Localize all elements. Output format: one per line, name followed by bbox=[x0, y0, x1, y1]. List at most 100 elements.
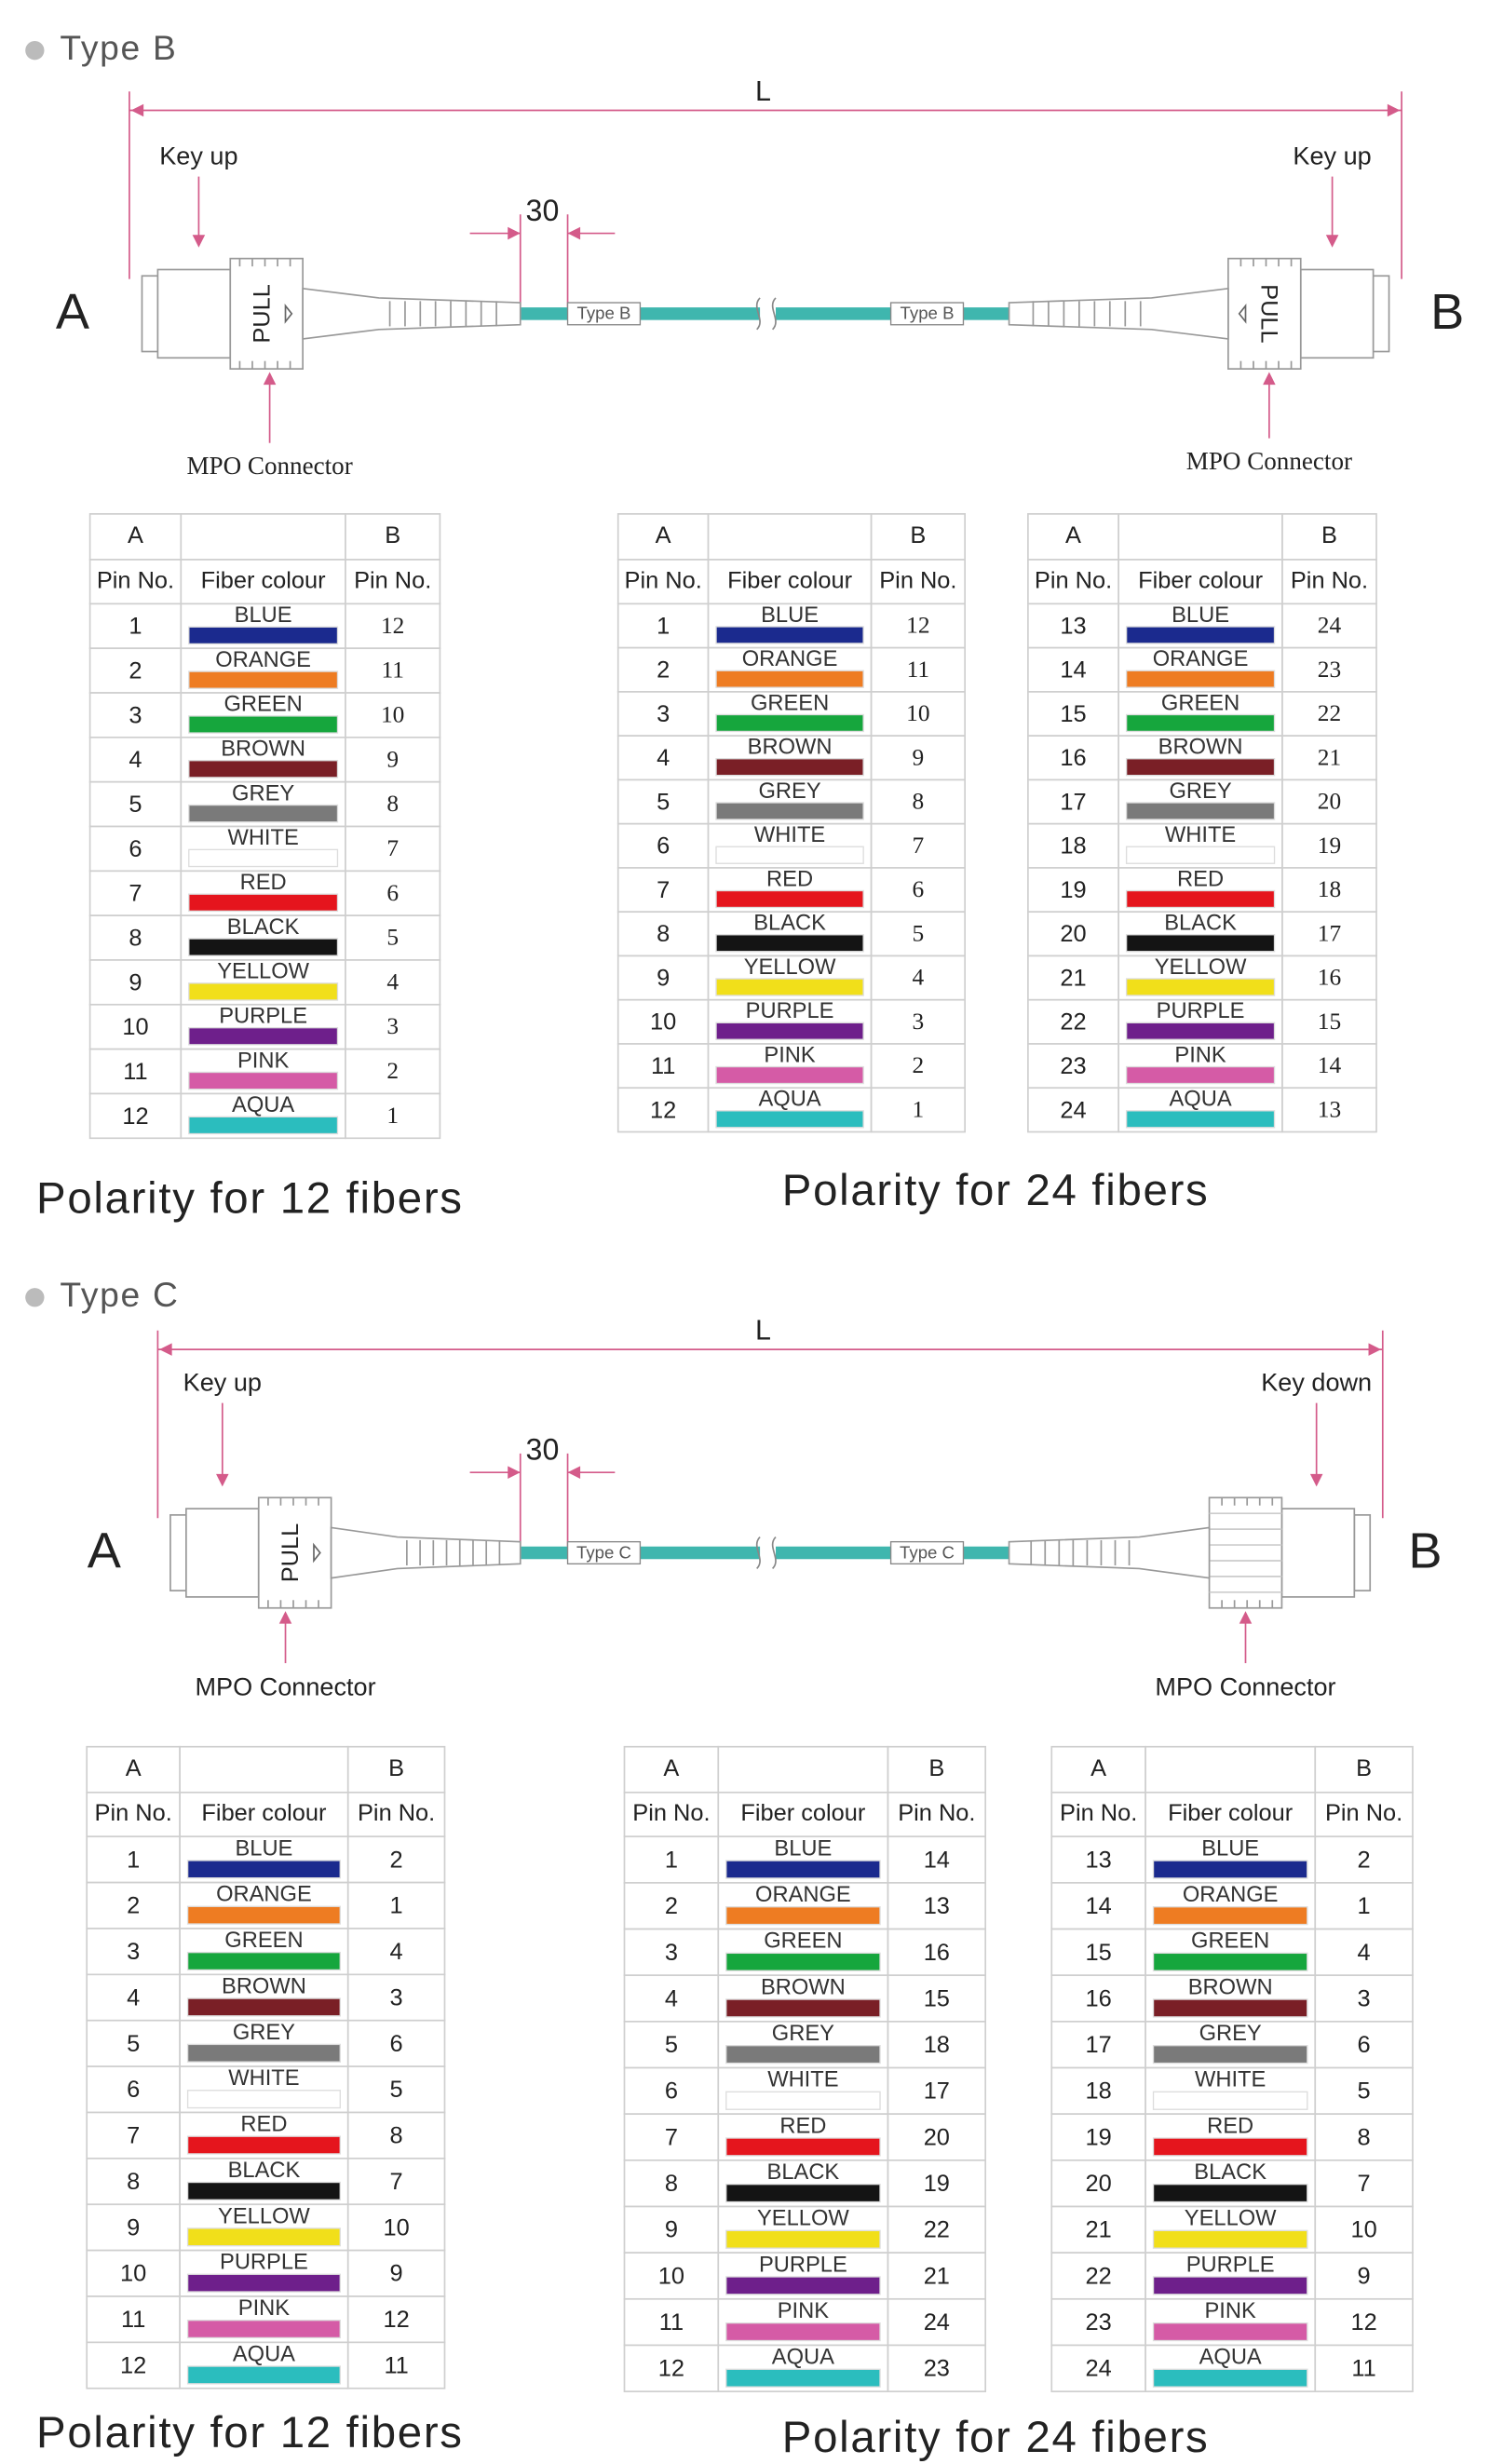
arrow-head bbox=[278, 1611, 292, 1624]
length-label: L bbox=[755, 75, 771, 107]
pin-b: 4 bbox=[386, 968, 399, 995]
pin-a: 12 bbox=[120, 2352, 146, 2378]
pin-a: 4 bbox=[657, 745, 670, 771]
cable-tag-label: Type B bbox=[901, 304, 955, 323]
table-cell bbox=[623, 2205, 720, 2254]
fiber-colour: PURPLE bbox=[759, 2253, 847, 2277]
key-label: Key up bbox=[159, 141, 237, 169]
pin-b: 11 bbox=[1351, 2356, 1375, 2382]
connector-label: MPO Connector bbox=[195, 1672, 375, 1700]
table-cell bbox=[88, 559, 183, 605]
fiber-colour: GREEN bbox=[751, 691, 829, 715]
pin-b: 12 bbox=[384, 2307, 410, 2333]
colour-swatch bbox=[725, 2322, 881, 2342]
pin-b: 3 bbox=[386, 1013, 399, 1039]
pin-b: 16 bbox=[924, 1940, 950, 1966]
fiber-colour: BLACK bbox=[1164, 912, 1237, 936]
pin-b: 10 bbox=[1350, 2217, 1376, 2243]
pin-a: 7 bbox=[129, 881, 142, 907]
colour-swatch bbox=[188, 982, 339, 1001]
table-cell bbox=[1314, 2297, 1414, 2347]
arrow-head bbox=[567, 226, 581, 240]
connector-grip bbox=[1208, 1496, 1283, 1609]
pin-a: 5 bbox=[665, 2032, 678, 2058]
colour-swatch bbox=[715, 846, 864, 864]
table-cell bbox=[346, 2295, 446, 2344]
bullet bbox=[25, 1288, 45, 1307]
table-cell bbox=[1314, 1882, 1414, 1930]
pull-triangle bbox=[284, 304, 293, 324]
table-cell bbox=[345, 737, 441, 783]
colour-swatch bbox=[725, 1998, 881, 2018]
table-cell bbox=[1027, 778, 1119, 825]
table-cell bbox=[345, 959, 441, 1006]
fiber-colour: BLACK bbox=[227, 915, 300, 940]
pin-a: 13 bbox=[1060, 613, 1086, 639]
group-header: B bbox=[385, 522, 400, 548]
pin-b: 24 bbox=[924, 2309, 950, 2335]
fiber-colour: GREY bbox=[759, 779, 821, 804]
column-header: Pin No. bbox=[358, 1800, 435, 1826]
table-cell bbox=[1050, 1882, 1146, 1930]
fiber-colour: BLACK bbox=[753, 912, 826, 936]
colour-swatch bbox=[715, 758, 864, 777]
pin-b: 6 bbox=[390, 2031, 403, 2057]
fiber-colour: YELLOW bbox=[218, 2204, 310, 2228]
pin-a: 18 bbox=[1060, 833, 1086, 860]
pin-b: 10 bbox=[384, 2214, 410, 2241]
table-cell bbox=[1281, 954, 1377, 1001]
table-cell bbox=[346, 2019, 446, 2067]
fiber-colour: GREY bbox=[232, 781, 294, 806]
column-header: Pin No. bbox=[1035, 567, 1112, 593]
arrow-head bbox=[508, 1466, 521, 1479]
table-cell bbox=[346, 2341, 446, 2390]
pin-b: 3 bbox=[1358, 1985, 1371, 2011]
pin-a: 20 bbox=[1086, 2171, 1112, 2197]
table-cell bbox=[887, 1928, 987, 1977]
fiber-colour: PINK bbox=[778, 2299, 829, 2323]
pin-a: 16 bbox=[1060, 745, 1086, 771]
pin-a: 11 bbox=[651, 1053, 675, 1079]
arrow-head bbox=[508, 226, 521, 240]
pin-b: 15 bbox=[924, 1985, 950, 2011]
connector-grip bbox=[229, 257, 304, 370]
fiber-colour: ORANGE bbox=[1183, 1883, 1279, 1907]
table-cell bbox=[623, 2113, 720, 2161]
colour-swatch bbox=[1125, 758, 1276, 777]
cable-break bbox=[755, 297, 761, 331]
pin-a: 11 bbox=[659, 2309, 684, 2335]
pin-a: 9 bbox=[129, 969, 142, 995]
table-cell bbox=[86, 1928, 181, 1976]
colour-swatch bbox=[715, 626, 864, 644]
connector-cap bbox=[141, 275, 159, 353]
fiber-colour: ORANGE bbox=[755, 1883, 851, 1907]
table-cell bbox=[1281, 602, 1377, 649]
table-cell bbox=[616, 998, 710, 1045]
pin-b: 19 bbox=[924, 2171, 950, 2197]
table-cell bbox=[1314, 2113, 1414, 2161]
colour-swatch bbox=[1152, 2229, 1308, 2249]
pin-a: 19 bbox=[1060, 877, 1086, 903]
pin-a: 1 bbox=[129, 614, 142, 640]
pin-a: 23 bbox=[1060, 1053, 1086, 1079]
column-header: Pin No. bbox=[1325, 1800, 1402, 1826]
colour-swatch bbox=[186, 2043, 341, 2063]
colour-swatch bbox=[1152, 2183, 1308, 2203]
colour-swatch bbox=[715, 1065, 864, 1085]
group-header: A bbox=[656, 522, 671, 548]
pin-b: 2 bbox=[913, 1052, 925, 1078]
connector-body bbox=[156, 268, 232, 359]
pin-a: 3 bbox=[665, 1940, 678, 1966]
fiber-colour: GREEN bbox=[224, 693, 303, 717]
column-header: Pin No. bbox=[632, 1800, 710, 1826]
pin-b: 6 bbox=[913, 876, 925, 902]
fiber-colour: WHITE bbox=[227, 826, 298, 850]
pin-a: 17 bbox=[1086, 2032, 1112, 2058]
column-header: Fiber colour bbox=[1168, 1800, 1294, 1826]
table-cell bbox=[1314, 2344, 1414, 2392]
group-header: A bbox=[1090, 1755, 1106, 1781]
table-cell bbox=[623, 1745, 720, 1794]
table-cell bbox=[1050, 2344, 1146, 2392]
colour-swatch bbox=[725, 2045, 881, 2065]
